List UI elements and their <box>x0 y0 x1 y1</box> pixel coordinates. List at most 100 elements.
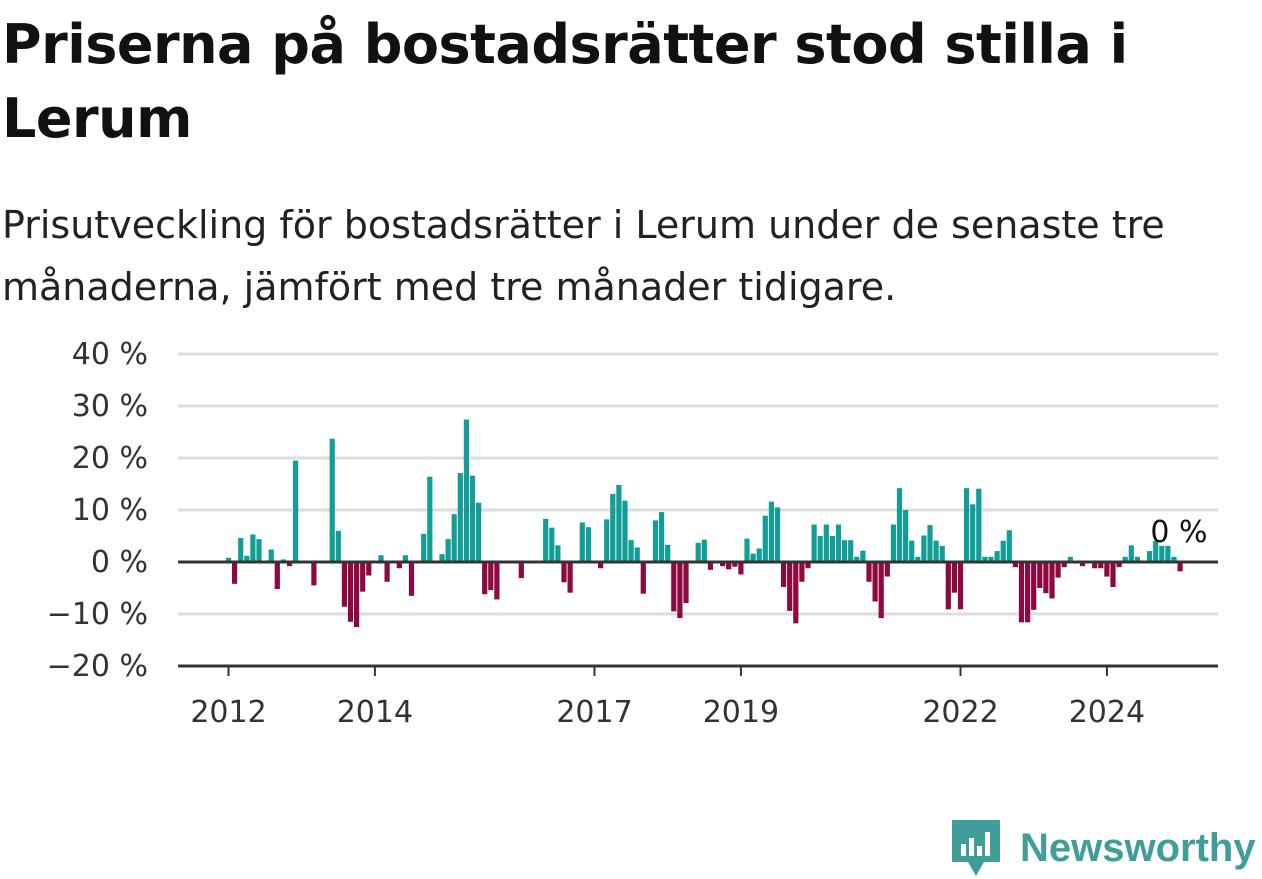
bar <box>244 555 250 562</box>
bar <box>933 540 939 562</box>
bar <box>1098 562 1104 569</box>
bar <box>677 562 683 619</box>
y-tick-label: 20 % <box>72 441 148 476</box>
bar <box>1128 545 1134 562</box>
bar <box>469 475 476 562</box>
bar <box>293 460 299 562</box>
bar <box>579 522 585 562</box>
bar <box>1006 530 1012 562</box>
bar <box>750 553 756 562</box>
bar <box>811 524 817 562</box>
last-value-annotation: 0 % <box>1150 515 1207 550</box>
y-tick-label: 40 % <box>72 337 148 372</box>
bar <box>732 562 738 567</box>
bar <box>1037 562 1043 588</box>
brand-name: Newsworthy <box>1020 825 1256 870</box>
bar <box>482 562 488 595</box>
bar <box>1018 562 1025 623</box>
bar <box>939 545 945 562</box>
bar <box>1177 562 1183 572</box>
bar <box>585 527 591 562</box>
bar <box>384 562 390 582</box>
chart-subtitle: Prisutveckling för bostadsrätter i Lerum… <box>2 203 1165 309</box>
bar <box>781 562 787 587</box>
bar <box>915 556 921 562</box>
bar <box>970 504 976 562</box>
bar <box>238 538 244 562</box>
bar <box>610 493 616 562</box>
bar <box>366 562 372 576</box>
bar <box>720 562 726 567</box>
bar <box>457 473 463 562</box>
bar <box>225 557 232 562</box>
x-tick-label: 2019 <box>703 695 779 730</box>
bar <box>488 562 494 591</box>
bar <box>787 562 793 611</box>
x-tick-label: 2012 <box>190 695 266 730</box>
bar <box>1000 540 1006 562</box>
bar <box>659 512 665 562</box>
bar <box>652 520 659 562</box>
bar <box>250 534 256 562</box>
bar <box>793 562 799 624</box>
bar <box>695 542 701 562</box>
bar <box>848 540 854 562</box>
bar <box>982 556 988 562</box>
bar <box>543 518 549 562</box>
x-tick-label: 2024 <box>1069 695 1145 730</box>
bar <box>378 555 384 562</box>
bar <box>701 539 707 562</box>
chart-title: Priserna på bostadsrätter stod stilla i … <box>2 13 1128 150</box>
bar <box>274 562 280 590</box>
bar <box>1012 562 1018 568</box>
bar <box>854 556 860 562</box>
bar <box>494 562 500 600</box>
bar <box>738 562 744 575</box>
bar <box>341 562 347 607</box>
annotations: 0 % <box>1150 515 1207 550</box>
bar <box>945 562 951 610</box>
bar <box>360 562 366 592</box>
bar <box>1079 562 1086 567</box>
bar <box>976 488 982 562</box>
bar <box>616 485 622 562</box>
bar <box>860 550 866 562</box>
y-tick-label: −10 % <box>47 597 148 632</box>
bar <box>549 527 555 562</box>
bar <box>567 562 573 593</box>
bar <box>1067 556 1073 562</box>
bar <box>866 562 872 582</box>
bar <box>640 562 646 594</box>
bar <box>1122 556 1128 562</box>
bar <box>762 515 768 562</box>
bar <box>951 562 957 593</box>
bar <box>286 562 293 567</box>
bar <box>988 556 994 562</box>
bar <box>1061 562 1067 568</box>
y-tick-label: −20 % <box>47 649 148 684</box>
bar <box>744 538 750 562</box>
bar <box>1153 540 1159 562</box>
bar <box>909 540 915 562</box>
bar <box>896 488 903 562</box>
bar <box>1025 562 1031 623</box>
bar <box>402 555 408 562</box>
bar <box>921 535 927 562</box>
bar <box>903 510 909 562</box>
bar <box>518 562 524 579</box>
bar <box>805 562 811 569</box>
bar <box>964 488 970 562</box>
bar <box>707 562 713 570</box>
x-tick-label: 2014 <box>337 695 413 730</box>
bar <box>1159 545 1165 562</box>
bar <box>890 524 896 562</box>
bar <box>561 562 567 583</box>
bar <box>396 562 402 569</box>
x-tick-label: 2017 <box>556 695 632 730</box>
newsworthy-logo: Newsworthy <box>950 818 1256 878</box>
bar <box>427 476 433 562</box>
bar <box>628 540 634 562</box>
x-axis: 2012 2014 2017 2019 2022 2024 <box>178 664 1218 730</box>
bar <box>683 562 689 604</box>
bar <box>555 545 561 562</box>
